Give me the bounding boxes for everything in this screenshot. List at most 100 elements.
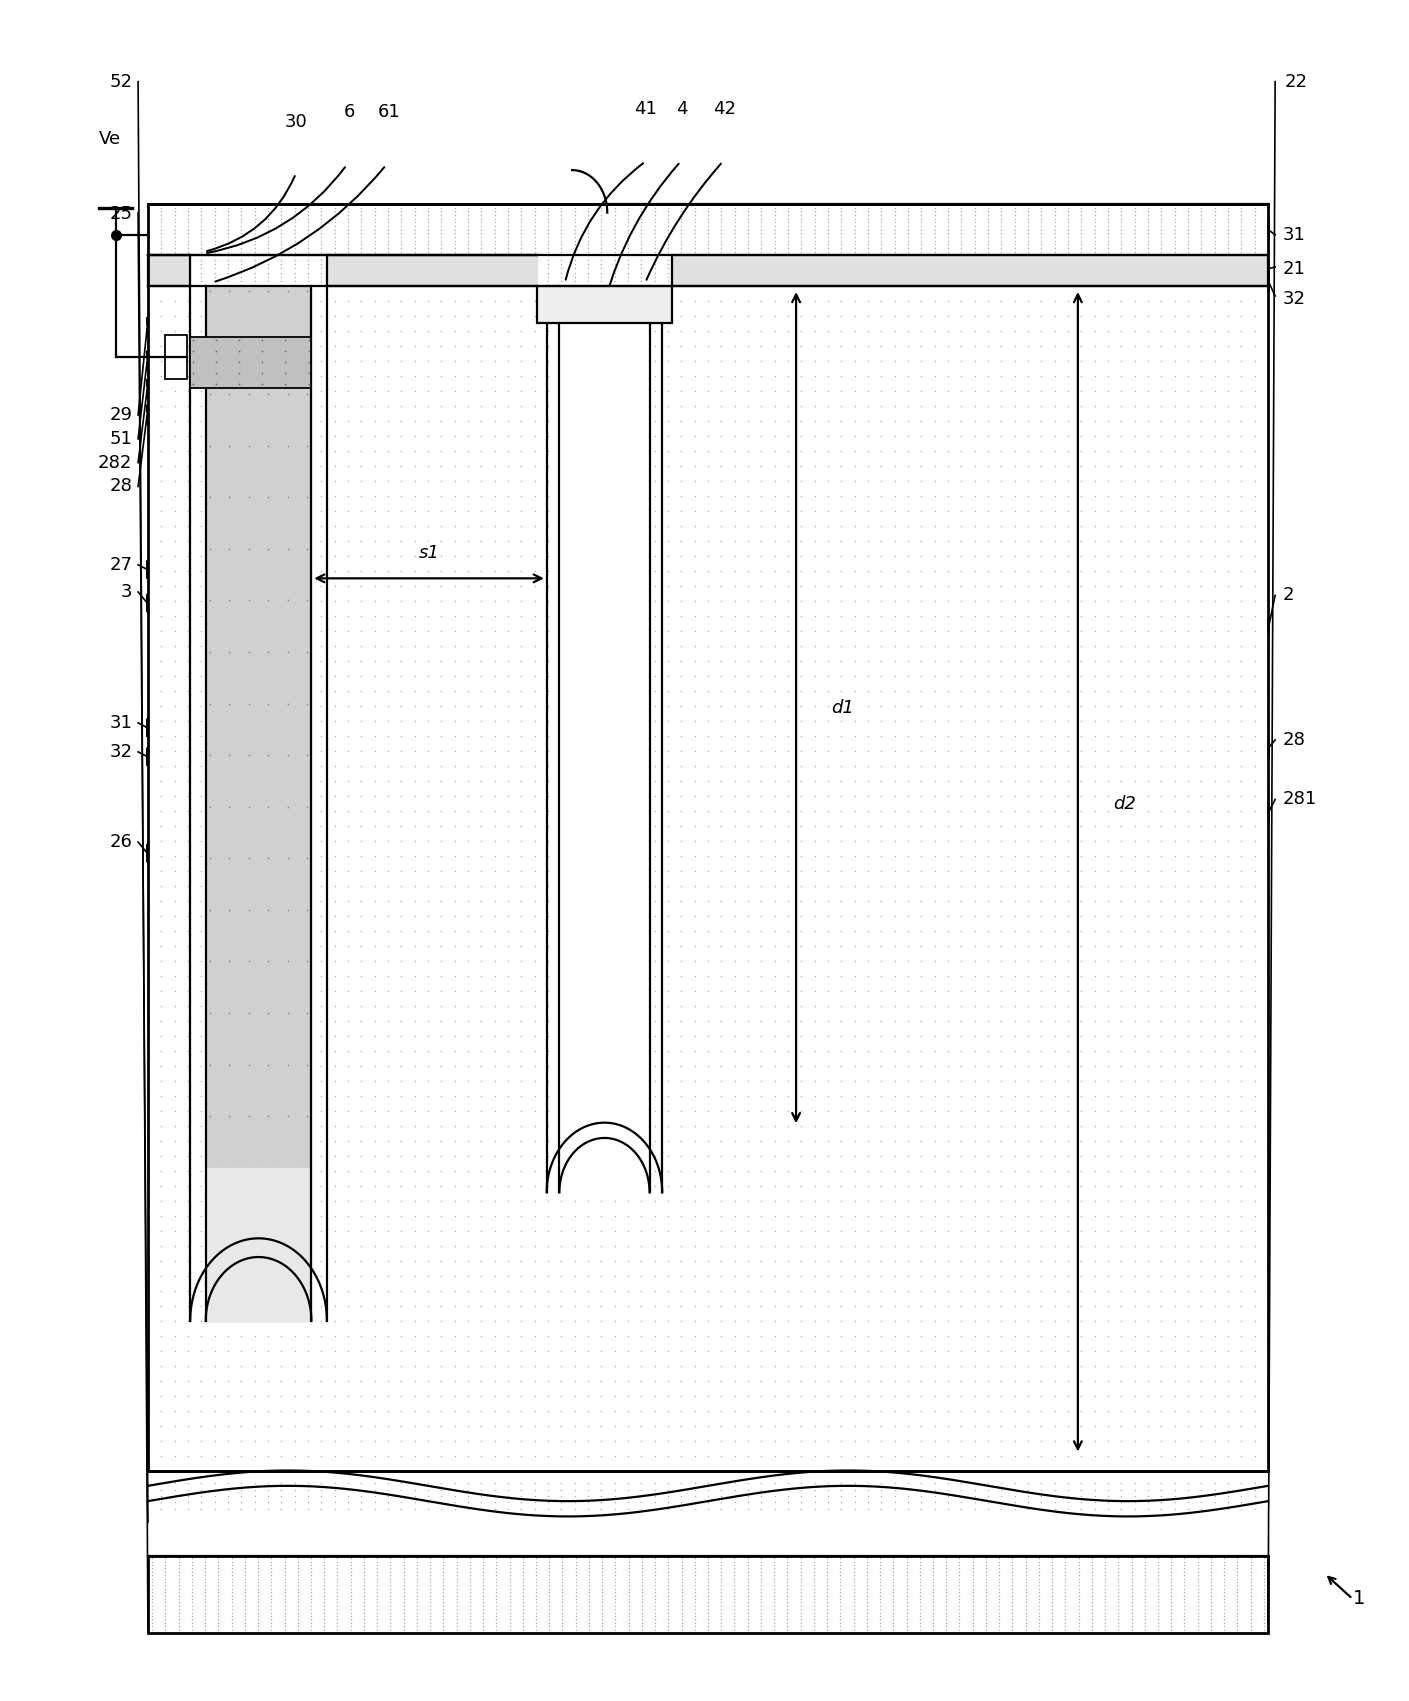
Point [1191,992,1213,1019]
Point [538,1613,561,1640]
Point [1030,1218,1053,1245]
Point [1017,1427,1040,1454]
Point [844,917,867,944]
Point [430,842,452,869]
Point [430,1483,452,1510]
Point [1244,1187,1267,1215]
Point [523,1068,545,1095]
Point [1217,1097,1240,1124]
Point [578,1545,600,1572]
Point [1137,813,1160,840]
Point [1003,947,1026,975]
Point [696,197,719,225]
Point [830,723,852,750]
Point [1257,1203,1279,1230]
Point [1044,888,1067,915]
Point [950,782,972,810]
Point [550,452,572,480]
Point [349,1488,372,1516]
Point [283,1442,306,1470]
Point [1253,1582,1275,1609]
Point [1110,558,1133,585]
Point [149,1337,172,1364]
Point [523,194,545,221]
Point [1044,1495,1067,1522]
Point [789,1555,812,1582]
Point [323,468,345,495]
Point [1014,1602,1037,1630]
Point [1123,903,1146,930]
Point [776,617,799,645]
Point [297,1337,320,1364]
Point [1150,235,1172,262]
Point [1191,767,1213,794]
Point [964,267,986,294]
Point [1203,1007,1226,1034]
Point [976,1007,999,1034]
Point [349,1097,372,1124]
Point [483,235,506,262]
Point [1014,1579,1037,1606]
Point [523,287,545,315]
Point [310,1495,333,1522]
Point [297,512,320,539]
Point [283,527,306,555]
Point [364,422,386,449]
Point [349,1383,372,1410]
Point [604,1555,627,1582]
Point [349,1262,372,1289]
Point [537,238,559,265]
Point [1123,572,1146,599]
Point [1257,303,1279,330]
Point [683,782,706,810]
Point [1177,648,1199,675]
Point [590,708,613,735]
Point [1017,1352,1040,1380]
Point [1057,407,1079,434]
Point [776,1555,799,1582]
Point [1110,242,1133,269]
Point [230,255,252,282]
Point [537,543,559,570]
Point [1203,1082,1226,1109]
Point [310,1368,333,1395]
Point [790,1277,813,1305]
Point [710,1293,733,1320]
Point [1017,1112,1040,1140]
Point [1096,213,1119,240]
Point [471,677,493,704]
Point [137,558,159,585]
Point [1030,1488,1053,1516]
Point [1014,1572,1037,1599]
Text: 28: 28 [110,478,132,495]
Point [1203,213,1226,240]
Point [1096,255,1119,282]
Point [457,1277,479,1305]
Point [271,272,293,299]
Point [430,813,452,840]
Point [603,316,626,344]
Point [723,1038,745,1065]
Point [137,226,159,253]
Point [817,798,840,825]
Point [296,432,318,459]
Point [1093,1609,1116,1636]
Point [723,842,745,869]
Point [261,1606,283,1633]
Point [417,1337,440,1364]
Point [683,1233,706,1260]
Point [1244,1495,1267,1522]
Point [537,798,559,825]
Point [1014,1582,1037,1609]
Point [1110,1427,1133,1454]
Point [964,272,986,299]
Point [1003,1476,1026,1504]
Point [337,422,359,449]
Point [403,1398,426,1425]
Point [1123,1172,1146,1199]
Point [948,1548,971,1575]
Point [816,1545,838,1572]
Point [644,873,666,900]
Point [1084,708,1106,735]
Point [830,782,852,810]
